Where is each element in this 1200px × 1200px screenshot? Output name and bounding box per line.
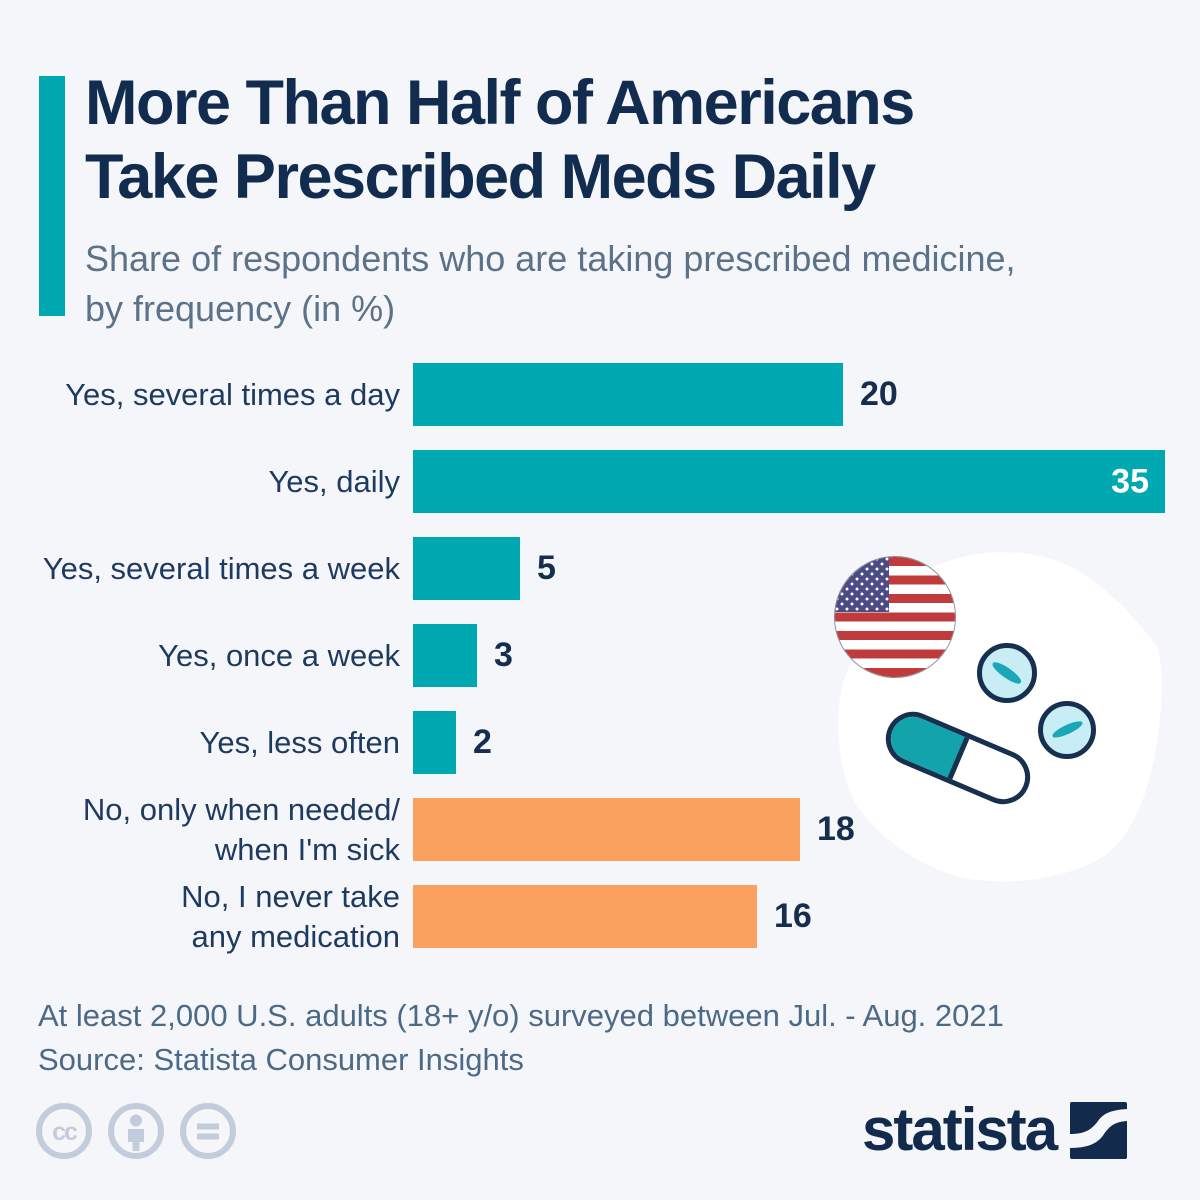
- bar-row: Yes, less often 2: [40, 711, 1180, 774]
- us-flag-canton: [835, 557, 889, 613]
- bar: [413, 711, 456, 774]
- category-label: No, only when needed/ when I'm sick: [82, 792, 400, 867]
- cc-icon: cc: [36, 1103, 92, 1159]
- bar: 35: [413, 450, 1165, 513]
- survey-note: At least 2,000 U.S. adults (18+ y/o) sur…: [38, 998, 1004, 1033]
- category-label: Yes, several times a week: [42, 550, 400, 586]
- statista-logo-text: statista: [862, 1096, 1058, 1163]
- bar-row: Yes, several times a day 20: [40, 363, 1180, 426]
- value-label: 2: [473, 723, 492, 761]
- source-note: Source: Statista Consumer Insights: [38, 1042, 524, 1078]
- value-label: 18: [817, 810, 855, 848]
- title-accent-bar: [39, 76, 65, 316]
- statista-logo-mark: [1070, 1101, 1128, 1159]
- bar-row: Yes, daily 35: [40, 450, 1180, 513]
- value-label: 3: [494, 636, 513, 674]
- value-label: 20: [860, 375, 898, 413]
- us-flag-icon: [835, 557, 955, 677]
- pills-illustration: [828, 548, 1178, 893]
- bar-chart: Yes, several times a day 20 Yes, daily 35 Ye…: [40, 363, 1180, 972]
- bar-area: 35: [413, 450, 1180, 513]
- footer-notes: At least 2,000 U.S. adults (18+ y/o) sur…: [38, 994, 1004, 1082]
- page-subtitle: Share of respondents who are taking pres…: [85, 238, 1016, 329]
- bar: [413, 885, 757, 948]
- bar: [413, 798, 800, 861]
- bar-area: 5: [413, 537, 1180, 600]
- value-label: 16: [774, 897, 812, 935]
- category-label: Yes, several times a day: [65, 376, 400, 412]
- equals-icon: [180, 1103, 236, 1159]
- category-label: No, I never take any medication: [181, 879, 400, 954]
- tablet-pill-icon: [1038, 701, 1096, 759]
- bar: [413, 537, 520, 600]
- category-label: Yes, less often: [199, 724, 401, 760]
- value-label: 35: [1111, 462, 1149, 500]
- bar-area: 20: [413, 363, 1180, 426]
- attribution-person-icon: [108, 1103, 164, 1159]
- bar-row: Yes, several times a week 5: [40, 537, 1180, 600]
- category-label: Yes, once a week: [158, 637, 400, 673]
- tablet-pill-icon: [977, 643, 1037, 703]
- cc-license-icons: cc: [35, 1102, 237, 1160]
- bar-area: 3: [413, 624, 1180, 687]
- bar-area: 16: [413, 885, 1180, 948]
- value-label: 5: [537, 549, 556, 587]
- bar: [413, 624, 477, 687]
- bar-row: No, only when needed/ when I'm sick 18: [40, 792, 1180, 866]
- category-label: Yes, daily: [268, 463, 400, 499]
- svg-text:cc: cc: [52, 1118, 78, 1146]
- bar-area: 2: [413, 711, 1180, 774]
- bar-row: No, I never take any medication 16: [40, 879, 1180, 953]
- bar-area: 18: [413, 798, 1180, 861]
- bar: [413, 363, 843, 426]
- bar-row: Yes, once a week 3: [40, 624, 1180, 687]
- page-title: More Than Half of Americans Take Prescri…: [85, 68, 915, 213]
- statista-logo: statista: [862, 1096, 1128, 1163]
